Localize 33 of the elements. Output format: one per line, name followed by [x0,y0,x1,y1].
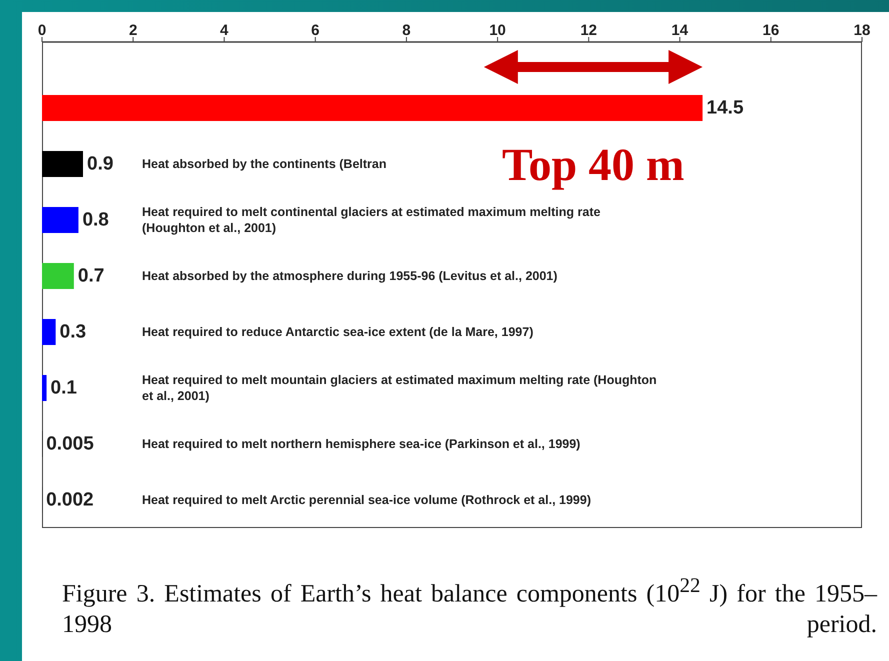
y-tick-label: Heat required to reduce Antarctic sea-ice extent (de la Mare, 1997) [142,325,534,339]
y-tick-label: Heat required to melt northern hemisphere sea-ice (Parkinson et al., 1999) [142,437,580,451]
data-label: 0.002 [46,490,94,510]
x-tick-label: 10 [489,22,506,39]
x-tick-label: 18 [854,22,870,39]
x-tick-label: 0 [38,22,46,39]
bar [42,151,83,177]
bar [42,95,703,121]
x-tick-label: 16 [762,22,780,39]
data-label: 0.8 [82,210,109,230]
x-tick-label: 8 [402,22,411,39]
data-label: 14.5 [706,98,744,118]
data-label: 0.9 [87,154,114,174]
x-tick-label: 14 [671,22,689,39]
data-label: 0.3 [60,322,86,342]
y-tick-label: Heat required to melt continental glaciers at estimated maximum melting rate (Houghton et al., 2001) [142,205,601,235]
x-tick-label: 6 [311,22,320,39]
data-label: 0.7 [78,266,104,286]
y-tick-label: Heat absorbed by the continents (Beltran [142,157,386,171]
y-tick-label: Heat required to melt mountain glaciers at estimated maximum melting rate (Houghton et al., 2001) [142,373,657,403]
bar [42,319,56,345]
x-tick-label: 4 [220,22,230,39]
data-label: 0.005 [46,434,94,454]
x-tick-label: 2 [128,22,138,39]
x-tick-label: 12 [580,22,598,39]
bar [42,207,78,233]
data-label: 0.1 [50,378,78,398]
caption: Figure 3. Estimates of Earth’s heat balance components (10$^{22}$ J) for the 1955–1998 period. [62,572,877,640]
bar [42,263,74,289]
y-tick-label: Heat required to melt Arctic perennial sea-ice volume (Rothrock et al., 1999) [142,493,591,507]
bar [42,375,47,401]
y-tick-label: Heat absorbed by the atmosphere during 1955-96 (Levitus et al., 2001) [142,269,558,283]
annotation: Top 40 m [502,138,684,191]
